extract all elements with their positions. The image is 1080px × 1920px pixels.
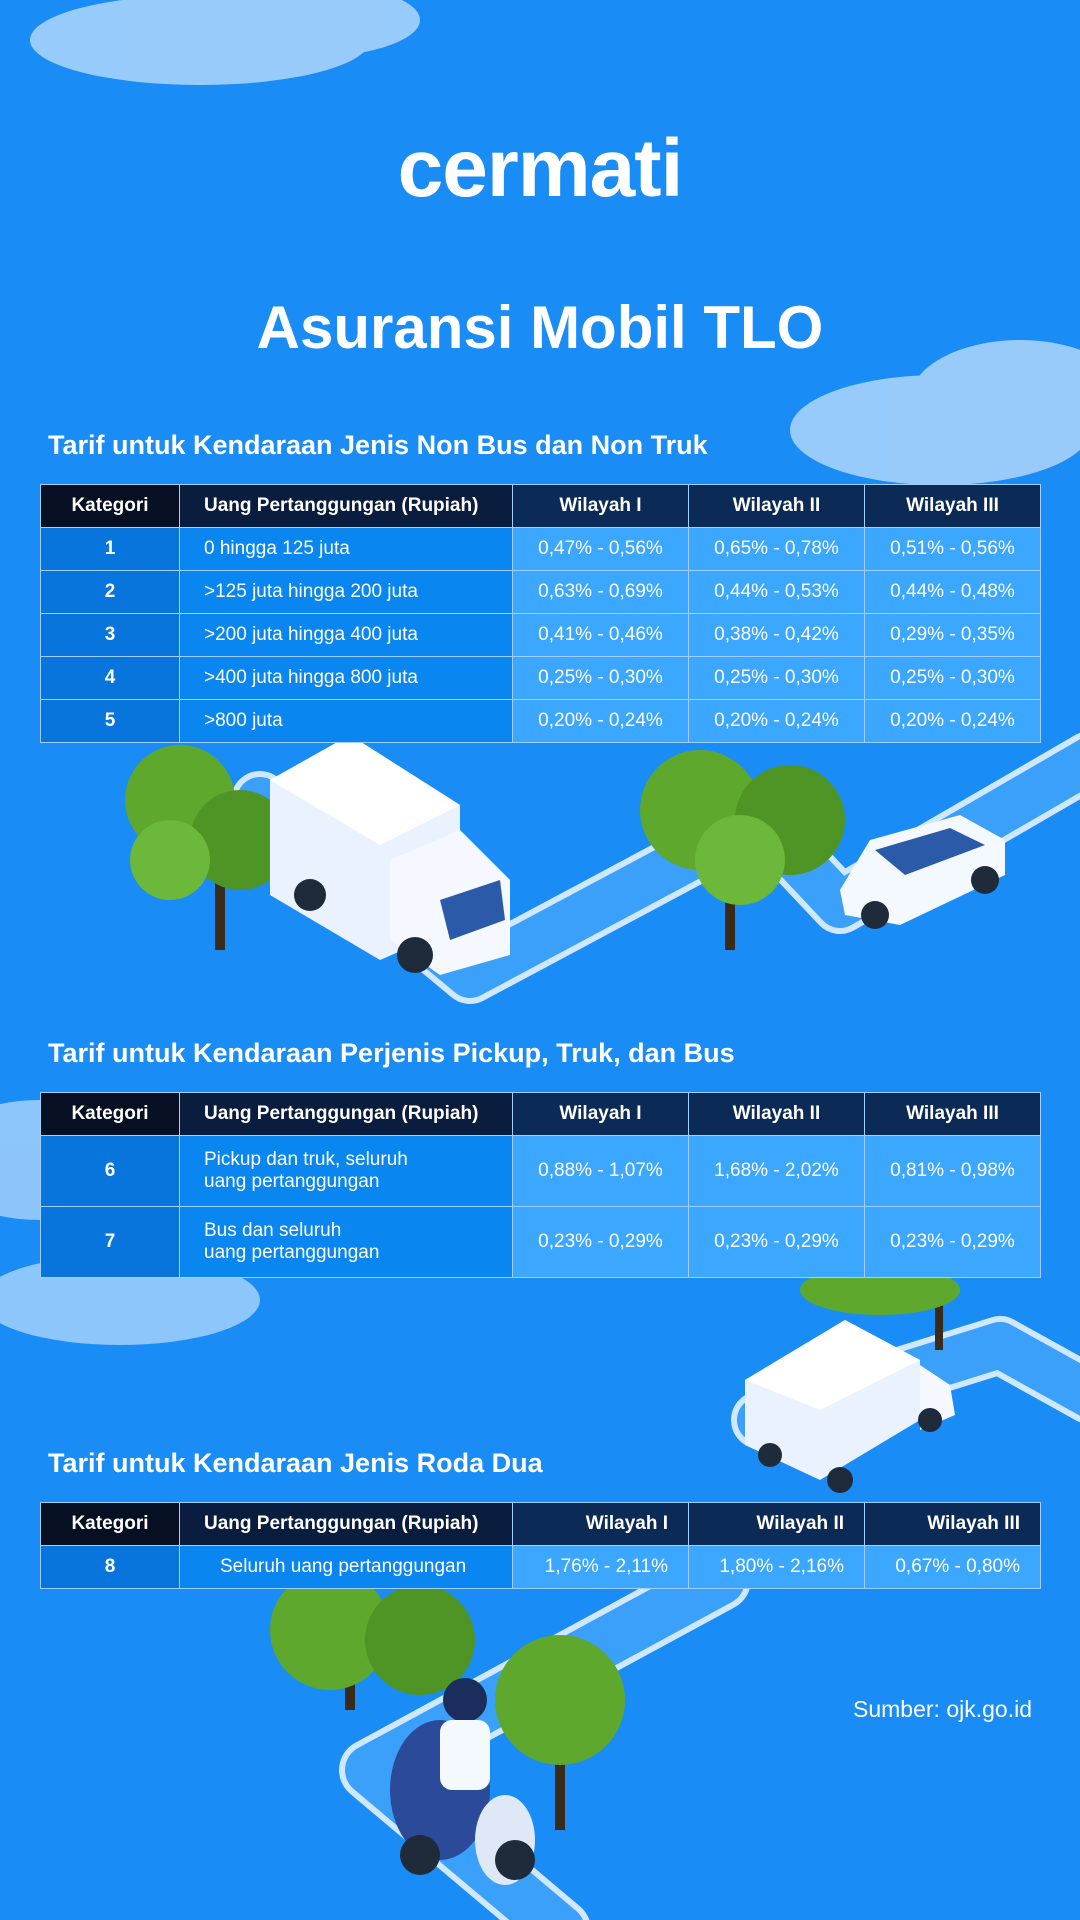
- header-kategori: Kategori: [40, 1502, 180, 1546]
- header-kategori: Kategori: [40, 484, 180, 528]
- cell-wilayah-1: 0,25% - 0,30%: [512, 656, 689, 700]
- header-uang: Uang Pertanggungan (Rupiah): [179, 1502, 513, 1546]
- cell-uang: >400 juta hingga 800 juta: [179, 656, 513, 700]
- cell-wilayah-3: 0,20% - 0,24%: [864, 699, 1041, 743]
- header-wilayah-2: Wilayah II: [688, 1092, 865, 1136]
- cell-wilayah-3: 0,44% - 0,48%: [864, 570, 1041, 614]
- cell-wilayah-3: 0,67% - 0,80%: [864, 1545, 1041, 1589]
- cell-kategori: 5: [40, 699, 180, 743]
- cell-wilayah-2: 0,23% - 0,29%: [688, 1206, 865, 1278]
- brand-logo: cermati: [397, 123, 684, 214]
- cell-uang: >125 juta hingga 200 juta: [179, 570, 513, 614]
- cell-uang-text: Bus dan seluruh uang pertanggungan: [204, 1220, 380, 1263]
- table-row: 2 >125 juta hingga 200 juta 0,63% - 0,69…: [40, 570, 1041, 614]
- tree-icon: [640, 750, 845, 950]
- rate-table-roda-dua: Kategori Uang Pertanggungan (Rupiah) Wil…: [40, 1502, 1041, 1589]
- tree-icon: [270, 1570, 475, 1710]
- table-row: 1 0 hingga 125 juta 0,47% - 0,56% 0,65% …: [40, 527, 1041, 571]
- cell-wilayah-1: 0,63% - 0,69%: [512, 570, 689, 614]
- table-row: 4 >400 juta hingga 800 juta 0,25% - 0,30…: [40, 656, 1041, 700]
- header-wilayah-1: Wilayah I: [512, 484, 689, 528]
- cell-kategori: 7: [40, 1206, 180, 1278]
- page-title: Asuransi Mobil TLO: [256, 294, 824, 361]
- scooter-rider-icon: [390, 1678, 535, 1885]
- table-header-row: Kategori Uang Pertanggungan (Rupiah) Wil…: [40, 1092, 1041, 1136]
- header-wilayah-3: Wilayah III: [864, 1502, 1041, 1546]
- cell-wilayah-2: 0,20% - 0,24%: [688, 699, 865, 743]
- cell-uang-text: Pickup dan truk, seluruh uang pertanggun…: [204, 1149, 408, 1192]
- section-title-pickup-truk-bus: Tarif untuk Kendaraan Perjenis Pickup, T…: [48, 1038, 735, 1068]
- cell-uang: >200 juta hingga 400 juta: [179, 613, 513, 657]
- cell-kategori: 3: [40, 613, 180, 657]
- tree-icon: [495, 1635, 625, 1830]
- rate-table-pickup-truk-bus: Kategori Uang Pertanggungan (Rupiah) Wil…: [40, 1092, 1041, 1278]
- source-note: Sumber: ojk.go.id: [853, 1696, 1032, 1722]
- cell-wilayah-1: 0,23% - 0,29%: [512, 1206, 689, 1278]
- box-truck-icon: [745, 1320, 955, 1493]
- cell-wilayah-3: 0,23% - 0,29%: [864, 1206, 1041, 1278]
- cell-wilayah-1: 0,41% - 0,46%: [512, 613, 689, 657]
- cloud-icon: [30, 0, 420, 85]
- section-title-roda-dua: Tarif untuk Kendaraan Jenis Roda Dua: [48, 1448, 543, 1478]
- cell-uang: 0 hingga 125 juta: [179, 527, 513, 571]
- header-wilayah-2: Wilayah II: [688, 484, 865, 528]
- table-row: 7 Bus dan seluruh uang pertanggungan 0,2…: [40, 1206, 1041, 1278]
- tree-icon: [800, 1265, 960, 1350]
- table-header-row: Kategori Uang Pertanggungan (Rupiah) Wil…: [40, 1502, 1041, 1546]
- cell-kategori: 4: [40, 656, 180, 700]
- header-wilayah-3: Wilayah III: [864, 1092, 1041, 1136]
- box-truck-icon: [270, 735, 510, 975]
- rate-table-non-bus: Kategori Uang Pertanggungan (Rupiah) Wil…: [40, 484, 1041, 743]
- cell-wilayah-3: 0,81% - 0,98%: [864, 1135, 1041, 1207]
- cell-wilayah-3: 0,25% - 0,30%: [864, 656, 1041, 700]
- cell-wilayah-2: 0,65% - 0,78%: [688, 527, 865, 571]
- cell-uang: >800 juta: [179, 699, 513, 743]
- cell-wilayah-2: 1,80% - 2,16%: [688, 1545, 865, 1589]
- cell-wilayah-2: 0,44% - 0,53%: [688, 570, 865, 614]
- suv-car-icon: [840, 815, 1005, 929]
- header-uang: Uang Pertanggungan (Rupiah): [179, 484, 513, 528]
- table-row: 3 >200 juta hingga 400 juta 0,41% - 0,46…: [40, 613, 1041, 657]
- cell-wilayah-2: 0,25% - 0,30%: [688, 656, 865, 700]
- cloud-icon: [790, 340, 1080, 485]
- cell-kategori: 8: [40, 1545, 180, 1589]
- cell-wilayah-1: 0,88% - 1,07%: [512, 1135, 689, 1207]
- cell-wilayah-1: 0,20% - 0,24%: [512, 699, 689, 743]
- cell-kategori: 6: [40, 1135, 180, 1207]
- cell-wilayah-2: 0,38% - 0,42%: [688, 613, 865, 657]
- header-wilayah-1: Wilayah I: [512, 1502, 689, 1546]
- header-wilayah-3: Wilayah III: [864, 484, 1041, 528]
- header-kategori: Kategori: [40, 1092, 180, 1136]
- header-wilayah-1: Wilayah I: [512, 1092, 689, 1136]
- table-row: 5 >800 juta 0,20% - 0,24% 0,20% - 0,24% …: [40, 699, 1041, 743]
- table-row: 8 Seluruh uang pertanggungan 1,76% - 2,1…: [40, 1545, 1041, 1589]
- table-header-row: Kategori Uang Pertanggungan (Rupiah) Wil…: [40, 484, 1041, 528]
- cell-uang: Seluruh uang pertanggungan: [179, 1545, 513, 1589]
- cell-uang: Bus dan seluruh uang pertanggungan: [179, 1206, 513, 1278]
- cell-wilayah-1: 1,76% - 2,11%: [512, 1545, 689, 1589]
- section-title-non-bus: Tarif untuk Kendaraan Jenis Non Bus dan …: [48, 430, 708, 460]
- cell-wilayah-1: 0,47% - 0,56%: [512, 527, 689, 571]
- header-wilayah-2: Wilayah II: [688, 1502, 865, 1546]
- cell-kategori: 2: [40, 570, 180, 614]
- cell-uang: Pickup dan truk, seluruh uang pertanggun…: [179, 1135, 513, 1207]
- cell-kategori: 1: [40, 527, 180, 571]
- cell-wilayah-2: 1,68% - 2,02%: [688, 1135, 865, 1207]
- header-uang: Uang Pertanggungan (Rupiah): [179, 1092, 513, 1136]
- cell-wilayah-3: 0,51% - 0,56%: [864, 527, 1041, 571]
- table-row: 6 Pickup dan truk, seluruh uang pertangg…: [40, 1135, 1041, 1207]
- cell-wilayah-3: 0,29% - 0,35%: [864, 613, 1041, 657]
- tree-icon: [125, 745, 290, 950]
